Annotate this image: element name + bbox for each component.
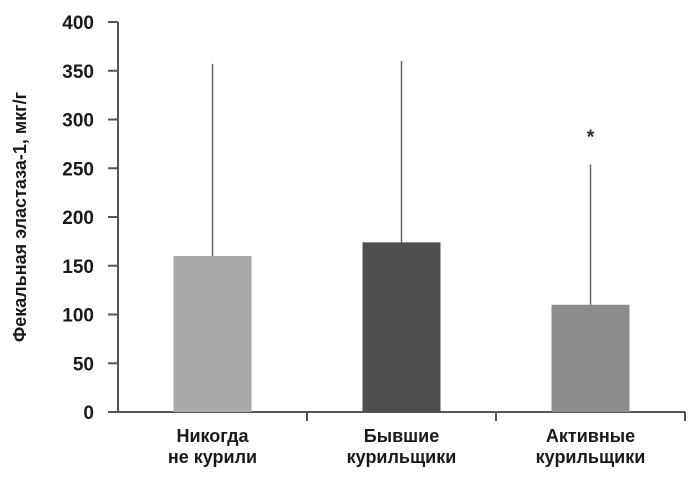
y-ticks: 0 50 100 150 200 250 300 350 400 <box>62 13 118 424</box>
error-bars <box>211 61 592 305</box>
y-tick-label: 400 <box>62 13 94 34</box>
y-tick-label: 250 <box>62 159 94 180</box>
y-axis-title: Фекальная эластаза-1, мкг/г <box>10 91 30 342</box>
y-tick-label: 50 <box>73 354 94 375</box>
x-category-label: Активные <box>546 426 635 446</box>
bar <box>173 256 252 412</box>
x-category-label: не курили <box>168 447 257 467</box>
x-category-label: курильщики <box>536 447 646 467</box>
y-tick-label: 300 <box>62 111 94 132</box>
significance-marker: * <box>587 126 595 148</box>
x-category-label: Бывшие <box>364 426 439 446</box>
y-tick-label: 350 <box>62 62 94 83</box>
x-category-label: Никогда <box>176 426 249 446</box>
y-tick-label: 100 <box>62 306 94 327</box>
y-tick-label: 0 <box>83 403 94 424</box>
bar <box>551 304 630 412</box>
bar <box>362 242 441 412</box>
x-ticks <box>306 412 686 421</box>
y-tick-label: 150 <box>62 257 94 278</box>
bars <box>173 242 630 412</box>
y-tick-label: 200 <box>62 208 94 229</box>
x-category-label: курильщики <box>347 447 457 467</box>
annotations: * <box>587 126 595 148</box>
